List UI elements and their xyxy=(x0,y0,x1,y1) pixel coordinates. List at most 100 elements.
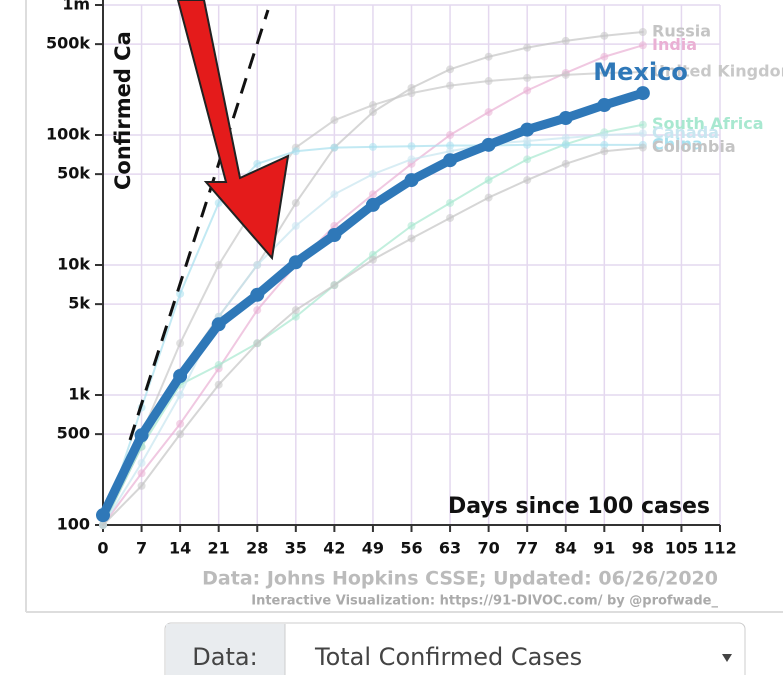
x-tick-label: 49 xyxy=(362,539,384,558)
data-point xyxy=(99,521,107,529)
x-tick-label: 0 xyxy=(97,539,108,558)
data-point xyxy=(137,469,146,478)
data-point xyxy=(638,120,647,129)
data-point xyxy=(597,98,612,113)
plot: 100 500 1k 5k 10k 50k 100k 500k 1m 0 7 14 21 28 35 42 49… xyxy=(46,0,783,558)
data-point xyxy=(600,31,609,40)
data-point xyxy=(523,86,532,95)
y-tick-label: 1k xyxy=(68,385,90,404)
x-tick-label: 63 xyxy=(439,539,461,558)
dropdown[interactable] xyxy=(164,622,746,675)
series-label: United Kingdom xyxy=(652,62,783,81)
series-label: Canada xyxy=(652,123,719,142)
data-point xyxy=(523,155,532,164)
data-point xyxy=(638,143,647,152)
data-point xyxy=(523,43,532,52)
series-label: Russia xyxy=(652,21,711,40)
data-point xyxy=(253,261,262,269)
data-point xyxy=(638,27,647,36)
data-point xyxy=(407,234,416,243)
x-tick-label: 84 xyxy=(555,539,577,558)
data-point xyxy=(635,86,650,101)
data-point xyxy=(600,140,609,149)
data-point xyxy=(134,428,149,443)
data-point xyxy=(330,190,339,199)
data-point xyxy=(330,143,339,152)
data-point xyxy=(523,176,532,185)
y-tick-label: 5k xyxy=(68,294,90,313)
data-point xyxy=(446,198,455,207)
data-point xyxy=(253,159,262,168)
x-tick-label: 112 xyxy=(703,539,736,558)
doubling-line xyxy=(128,9,270,441)
data-point xyxy=(484,193,493,202)
x-tick-label: 56 xyxy=(400,539,422,558)
data-point xyxy=(484,176,493,185)
data-point xyxy=(214,198,223,207)
data-point xyxy=(523,73,532,82)
data-point xyxy=(484,108,493,117)
dropdown-value[interactable]: Total Confirmed Cases xyxy=(314,643,582,671)
data-point xyxy=(484,52,493,61)
data-point xyxy=(330,281,339,290)
data-point xyxy=(446,141,455,150)
x-tick-label: 21 xyxy=(208,539,230,558)
y-tick-label: 100k xyxy=(46,125,90,144)
series-label: South Africa xyxy=(652,114,764,133)
data-point xyxy=(176,419,185,428)
x-tick-label: 14 xyxy=(169,539,191,558)
data-point xyxy=(481,137,496,152)
data-point xyxy=(211,317,226,332)
data-point xyxy=(291,306,300,315)
data-point xyxy=(561,70,570,79)
y-tick-label: 10k xyxy=(57,255,90,274)
x-axis-label: Days since 100 cases xyxy=(448,494,710,519)
data-point xyxy=(446,65,455,74)
x-tick-label: 98 xyxy=(632,539,654,558)
data-point xyxy=(96,508,110,523)
x-tick-label: 91 xyxy=(593,539,615,558)
data-point xyxy=(558,111,573,126)
data-point xyxy=(137,481,146,490)
data-point xyxy=(214,361,223,370)
data-point xyxy=(176,430,185,439)
y-axis-label: Confirmed Ca xyxy=(111,31,135,190)
data-point xyxy=(520,122,535,137)
data-point xyxy=(561,133,570,142)
data-point xyxy=(600,131,609,139)
data-point xyxy=(291,198,300,207)
data-point xyxy=(561,140,570,149)
data-point xyxy=(368,142,377,151)
dropdown-caret xyxy=(722,654,732,662)
source: Data: Johns Hopkins CSSE; Updated: 06/26… xyxy=(202,568,718,590)
data-point xyxy=(253,306,262,315)
data-point xyxy=(638,68,647,77)
dropdown-label-bg xyxy=(166,624,285,675)
data-point xyxy=(291,147,300,156)
series-label: India xyxy=(652,35,697,54)
data-point xyxy=(176,391,185,399)
x-tick-label: 7 xyxy=(136,539,147,558)
x-tick-label: 105 xyxy=(665,539,698,558)
data-point xyxy=(446,147,455,156)
y-tick-label: 1m xyxy=(62,0,90,14)
data-point xyxy=(600,68,609,77)
y-tick-label: 500k xyxy=(46,34,90,53)
data-point xyxy=(214,261,223,269)
data-point xyxy=(446,81,455,90)
data-point xyxy=(176,339,185,348)
data-point xyxy=(523,136,532,145)
data-point xyxy=(368,170,377,179)
data-point xyxy=(407,155,416,164)
data-point xyxy=(173,369,188,384)
series-label: Mexico xyxy=(593,58,688,86)
credit: Interactive Visualization: https://91-DI… xyxy=(251,594,718,609)
x-tick-label: 70 xyxy=(477,539,499,558)
data-point xyxy=(368,101,377,110)
data-point xyxy=(368,108,377,117)
series-label: China xyxy=(652,134,703,153)
data-point xyxy=(561,159,570,168)
x-tick-label: 77 xyxy=(516,539,538,558)
data-point xyxy=(250,287,265,302)
